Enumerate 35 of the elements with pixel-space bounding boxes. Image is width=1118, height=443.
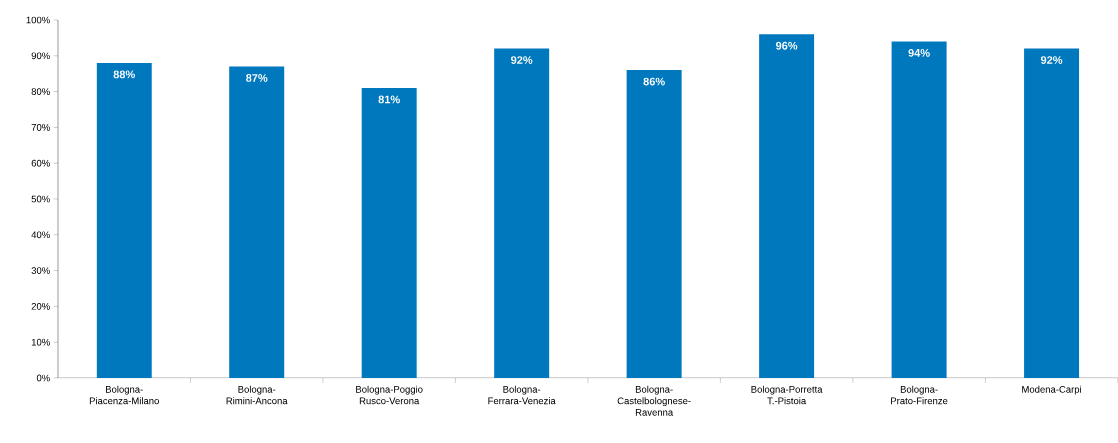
y-tick-label: 70% xyxy=(31,124,50,131)
y-tick-label: 90% xyxy=(31,52,50,60)
bar xyxy=(1024,48,1080,378)
x-tick-label: Bologna-Piacenza-Milano xyxy=(89,385,159,405)
bar xyxy=(626,70,682,378)
x-tick-label: Bologna-Ferrara-Venezia xyxy=(488,385,556,405)
y-tick-label: 50% xyxy=(31,195,50,203)
x-tick-label: Bologna-Porretta T.-Pistoia xyxy=(751,385,823,405)
x-tick-label: Bologna-Poggio Rusco-Verona xyxy=(356,385,423,405)
bar xyxy=(96,62,152,378)
x-tick-label: Bologna-Rimini-Ancona xyxy=(226,385,288,405)
y-tick-label: 10% xyxy=(31,338,50,346)
data-label: 92% xyxy=(511,56,533,64)
data-label: 92% xyxy=(1040,56,1063,64)
x-tick-label: Modena-Carpi xyxy=(1022,385,1082,395)
y-tick-label: 60% xyxy=(31,159,50,167)
y-tick-label: 100% xyxy=(26,16,50,24)
y-tick-label: 30% xyxy=(31,267,50,274)
x-tick-label: Bologna-Castelbolognese-Ravenna xyxy=(617,385,691,416)
data-label: 86% xyxy=(643,77,665,86)
bar xyxy=(759,34,815,378)
y-tick-label: 80% xyxy=(31,88,50,95)
y-tick-label: 0% xyxy=(36,374,50,382)
data-label: 94% xyxy=(908,49,930,57)
bar xyxy=(891,41,947,378)
data-label: 88% xyxy=(113,70,135,79)
data-label: 81% xyxy=(378,95,400,104)
y-tick-label: 20% xyxy=(31,303,50,310)
bar xyxy=(229,66,285,378)
bar xyxy=(494,48,550,378)
data-label: 87% xyxy=(246,74,268,82)
y-tick-label: 40% xyxy=(31,231,50,239)
bar xyxy=(361,88,417,378)
x-tick-label: Bologna-Prato-Firenze xyxy=(891,385,948,405)
data-label: 96% xyxy=(775,41,798,50)
